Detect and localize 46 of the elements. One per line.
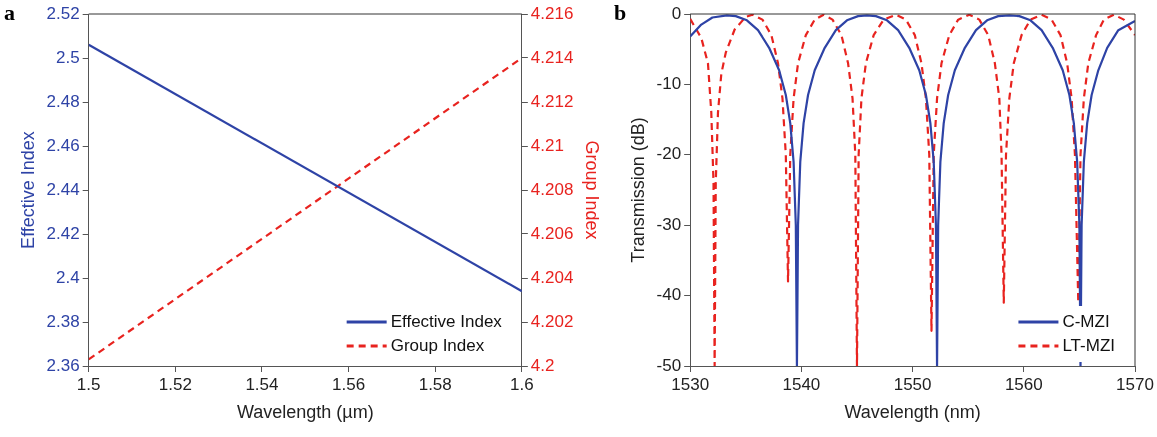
x-tick-label: 1.58	[418, 374, 452, 394]
x-tick-label: 1560	[1004, 374, 1043, 394]
x-tick-label: 1540	[782, 374, 821, 394]
y-tick-label: 2.36	[46, 355, 80, 375]
legend-label: LT-MZI	[1062, 335, 1116, 355]
y2-tick-label: 4.216	[530, 3, 574, 23]
x-tick-label: 1.52	[158, 374, 192, 394]
x-tick-label: 1550	[893, 374, 932, 394]
y-axis-title: Effective Index	[17, 131, 38, 249]
x-tick-label: 1.5	[76, 374, 101, 394]
y2-tick-label: 4.204	[530, 267, 574, 287]
y-tick-label: -30	[656, 214, 682, 234]
y2-tick-label: 4.208	[530, 179, 574, 199]
y-axis-title: Transmission (dB)	[627, 117, 648, 263]
chart-title: b	[614, 0, 627, 26]
y-tick-label: 2.5	[56, 47, 80, 67]
x-tick-label: 1.6	[510, 374, 534, 394]
y2-tick-label: 4.21	[530, 135, 564, 155]
y2-tick-label: 4.2	[530, 355, 555, 375]
y-tick-label: -20	[656, 144, 682, 164]
y-tick-label: 2.42	[46, 223, 80, 243]
y-tick-label: 2.52	[46, 3, 80, 23]
x-tick-label: 1530	[671, 374, 710, 394]
y2-tick-label: 4.206	[530, 223, 574, 243]
y2-tick-label: 4.212	[530, 91, 574, 111]
y-tick-label: 2.44	[46, 179, 80, 199]
chart-title: a	[4, 0, 15, 26]
y-tick-label: -40	[656, 285, 682, 305]
x-axis-title: Wavelength (µm)	[236, 402, 374, 423]
y2-tick-label: 4.214	[530, 47, 574, 67]
y-tick-label: -50	[656, 355, 682, 375]
legend-label: Group Index	[390, 335, 485, 355]
x-tick-label: 1570	[1116, 374, 1154, 394]
y2-tick-label: 4.202	[530, 311, 574, 331]
y-tick-label: 0	[671, 3, 682, 23]
x-tick-label: 1.56	[332, 374, 366, 394]
y-tick-label: 2.48	[46, 91, 80, 111]
legend-label: C-MZI	[1062, 311, 1110, 331]
y-tick-label: -10	[656, 74, 682, 94]
legend-label: Effective Index	[390, 311, 503, 331]
y-tick-label: 2.46	[46, 135, 80, 155]
x-axis-title: Wavelength (nm)	[844, 402, 981, 423]
y-tick-label: 2.4	[56, 267, 80, 287]
y-tick-label: 2.38	[46, 311, 80, 331]
y2-axis-title: Group Index	[582, 140, 603, 240]
x-tick-label: 1.54	[245, 374, 279, 394]
